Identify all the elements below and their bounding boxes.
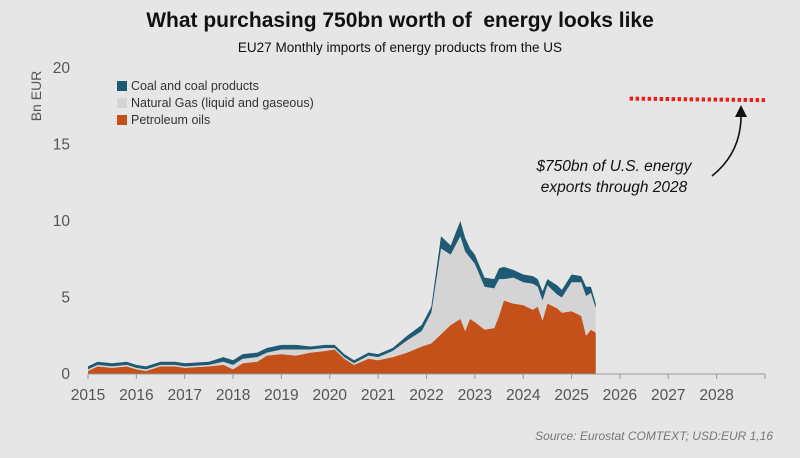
x-tick-label: 2015	[71, 387, 105, 404]
x-tick-label: 2026	[603, 387, 637, 404]
y-axis-label: Bn EUR	[28, 71, 44, 122]
y-tick-label: 5	[61, 290, 70, 307]
target-line	[629, 96, 766, 103]
target-label-line2: exports through 2028	[541, 179, 688, 196]
legend-label-coal: Coal and coal products	[131, 79, 259, 93]
legend-swatch-petroleum	[117, 115, 127, 125]
x-tick-label: 2017	[167, 387, 201, 404]
x-tick-label: 2022	[409, 387, 443, 404]
x-tick-label: 2016	[119, 387, 153, 404]
x-tick-label: 2020	[313, 387, 348, 404]
legend-swatch-coal	[117, 81, 127, 91]
x-tick-label: 2025	[554, 387, 588, 404]
x-tick-label: 2027	[651, 387, 685, 404]
chart-title: What purchasing 750bn worth of energy lo…	[146, 9, 654, 32]
series-area-gas	[88, 236, 596, 371]
x-tick-label: 2028	[699, 387, 733, 404]
x-tick-label: 2024	[506, 387, 541, 404]
x-tick-label: 2021	[361, 387, 395, 404]
legend-label-petroleum: Petroleum oils	[131, 113, 210, 127]
target-label-line1: $750bn of U.S. energy	[535, 158, 692, 175]
annotation-arrow	[711, 112, 742, 177]
y-tick-label: 0	[61, 366, 70, 383]
arrow-head-icon	[735, 105, 747, 117]
y-tick-label: 20	[53, 60, 71, 77]
chart-subtitle: EU27 Monthly imports of energy products …	[237, 40, 563, 55]
x-tick-label: 2018	[216, 387, 250, 404]
x-tick-label: 2023	[458, 387, 492, 404]
y-tick-label: 15	[53, 137, 70, 154]
x-tick-label: 2019	[264, 387, 298, 404]
series-area-petroleum	[88, 300, 596, 374]
source-note: Source: Eurostat COMTEXT; USD:EUR 1,16	[535, 429, 773, 443]
y-tick-label: 10	[53, 213, 71, 230]
legend-label-gas: Natural Gas (liquid and gaseous)	[131, 96, 314, 110]
legend-swatch-gas	[117, 98, 127, 108]
